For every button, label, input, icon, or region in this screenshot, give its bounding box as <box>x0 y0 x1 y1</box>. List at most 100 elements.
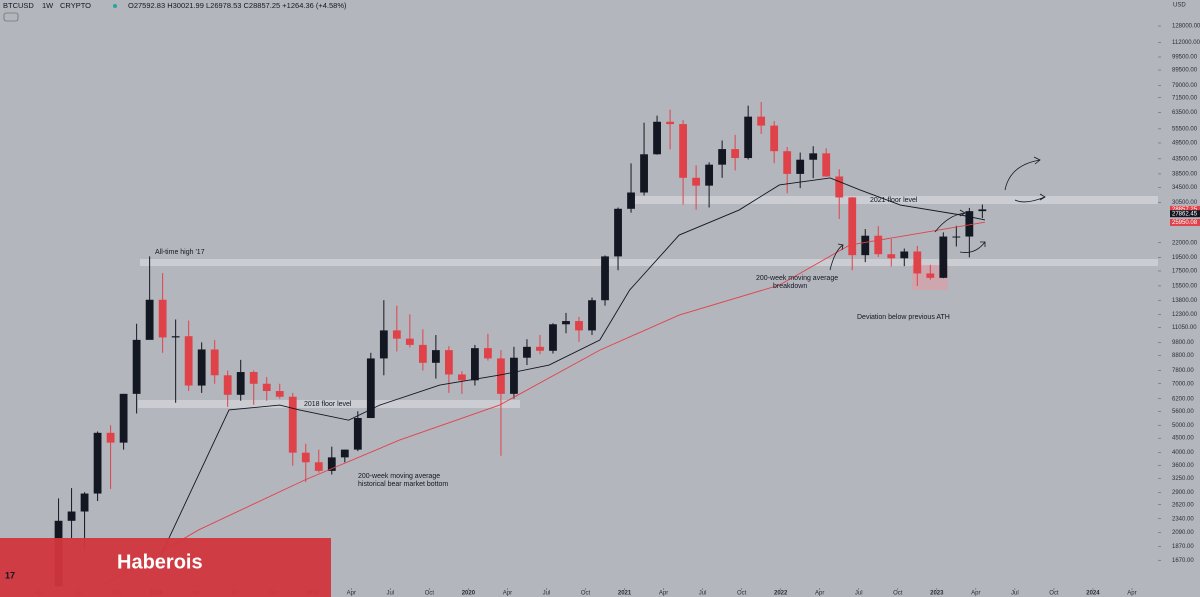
candle-body <box>210 349 219 376</box>
candle-body <box>939 236 948 278</box>
y-tick-label: 7800.00 <box>1172 368 1194 374</box>
y-tick-label: 4500.00 <box>1172 436 1194 442</box>
y-tick-label: 12300.00 <box>1172 312 1198 318</box>
annotation: 200-week moving average <box>756 275 838 282</box>
interval: 1W <box>42 1 54 10</box>
candle-body <box>405 338 414 345</box>
y-tick-label: 2620.00 <box>1172 502 1194 508</box>
y-tick-label: 79000.00 <box>1172 83 1198 89</box>
candle-body <box>249 372 258 384</box>
y-tick-label: 2090.00 <box>1172 530 1194 536</box>
candle-body <box>184 336 193 386</box>
arrow-head <box>1033 156 1041 165</box>
y-tick-label: 9800.00 <box>1172 340 1194 346</box>
price-tag-label: 27862.45 <box>1172 211 1198 217</box>
candle-body <box>731 149 740 159</box>
candle-body <box>783 151 792 174</box>
candle-body <box>262 383 271 392</box>
y-tick-label: 63500.00 <box>1172 110 1198 116</box>
level-band <box>635 196 1158 204</box>
candle-body <box>314 462 323 471</box>
collapse-button[interactable] <box>3 12 19 22</box>
candle-body <box>575 321 583 331</box>
y-tick-label: 8800.00 <box>1172 353 1194 359</box>
candle-body <box>887 254 896 259</box>
candle-body <box>874 235 883 255</box>
arrow <box>1014 196 1046 203</box>
x-tick-label: Apr <box>971 591 980 597</box>
x-tick-label: Apr <box>659 591 668 597</box>
y-tick-label: 30500.00 <box>1172 200 1198 206</box>
y-tick-label: 71500.00 <box>1172 95 1198 101</box>
level-band <box>138 400 520 408</box>
candle-body <box>718 149 727 165</box>
candle-body <box>471 348 479 381</box>
candle-body <box>444 350 453 375</box>
candle-body <box>523 346 531 358</box>
x-tick-label: Apr <box>815 591 824 597</box>
y-tick-label: 2340.00 <box>1172 516 1194 522</box>
y-tick-label: 99500.00 <box>1172 55 1198 61</box>
annotation: All-time high '17 <box>155 249 205 256</box>
y-tick-label: 3250.00 <box>1172 476 1194 482</box>
annotation: 2018 floor level <box>304 401 352 408</box>
arrow <box>934 212 966 233</box>
candle-body <box>353 418 362 450</box>
candle-body <box>978 209 987 212</box>
y-tick-label: 43500.00 <box>1172 156 1198 162</box>
candle-body <box>926 273 935 278</box>
candle-body <box>757 116 766 126</box>
y-tick-label: 6200.00 <box>1172 396 1194 402</box>
level-band <box>140 259 1158 266</box>
candle-body <box>93 432 102 494</box>
price-tag-label: 25950.08 <box>1172 220 1198 226</box>
y-tick-label: 4000.00 <box>1172 450 1194 456</box>
time-axis <box>0 588 1158 597</box>
x-tick-label: 2022 <box>774 591 788 597</box>
y-tick-label: 89500.00 <box>1172 68 1198 74</box>
price-tag-label: 28857.25 <box>1172 207 1198 213</box>
candle-body <box>835 176 844 198</box>
currency[interactable]: USD <box>1173 3 1186 9</box>
y-tick-label: 19500.00 <box>1172 255 1198 261</box>
ohlc: O27592.83 H30021.99 L26978.53 C28857.25 … <box>128 1 347 10</box>
y-tick-label: 11050.00 <box>1172 325 1197 331</box>
y-tick-label: 15500.00 <box>1172 283 1198 289</box>
x-tick-label: Jul <box>543 591 551 597</box>
y-tick-label: 5600.00 <box>1172 409 1194 415</box>
moving-average <box>158 177 986 561</box>
x-tick-label: Oct <box>893 591 903 597</box>
candle-body <box>158 299 167 338</box>
moving-average <box>103 221 986 585</box>
y-tick-label: 22000.00 <box>1172 240 1198 246</box>
x-tick-label: Oct <box>581 591 591 597</box>
candle-body <box>601 256 609 301</box>
candle-body <box>965 211 974 237</box>
candle-body <box>549 324 557 351</box>
arrow-head <box>1039 193 1046 201</box>
x-tick-label: 2021 <box>618 591 632 597</box>
arrow <box>1004 159 1041 191</box>
exchange: CRYPTO <box>60 1 91 10</box>
annotation: Deviation below previous ATH <box>857 314 950 321</box>
x-tick-label: 2024 <box>1086 591 1100 597</box>
candle-body <box>171 336 180 338</box>
y-tick-label: 38500.00 <box>1172 171 1198 177</box>
candle-body <box>822 153 831 177</box>
candle-body <box>301 452 310 463</box>
candle-body <box>796 159 805 174</box>
y-tick-label: 112000.00 <box>1172 40 1200 46</box>
price-tag <box>1170 218 1200 226</box>
y-tick-label: 55500.00 <box>1172 126 1198 132</box>
y-tick-label: 5000.00 <box>1172 423 1194 429</box>
tv-logo: 17 <box>5 570 15 580</box>
candle-body <box>457 374 466 381</box>
x-tick-label: Jul <box>1011 591 1019 597</box>
candle-body <box>640 154 648 193</box>
arrow-head <box>980 241 986 247</box>
candle-body <box>952 236 961 238</box>
arrow-head <box>959 209 966 217</box>
candle-body <box>705 164 714 186</box>
x-tick-label: Oct <box>737 591 747 597</box>
